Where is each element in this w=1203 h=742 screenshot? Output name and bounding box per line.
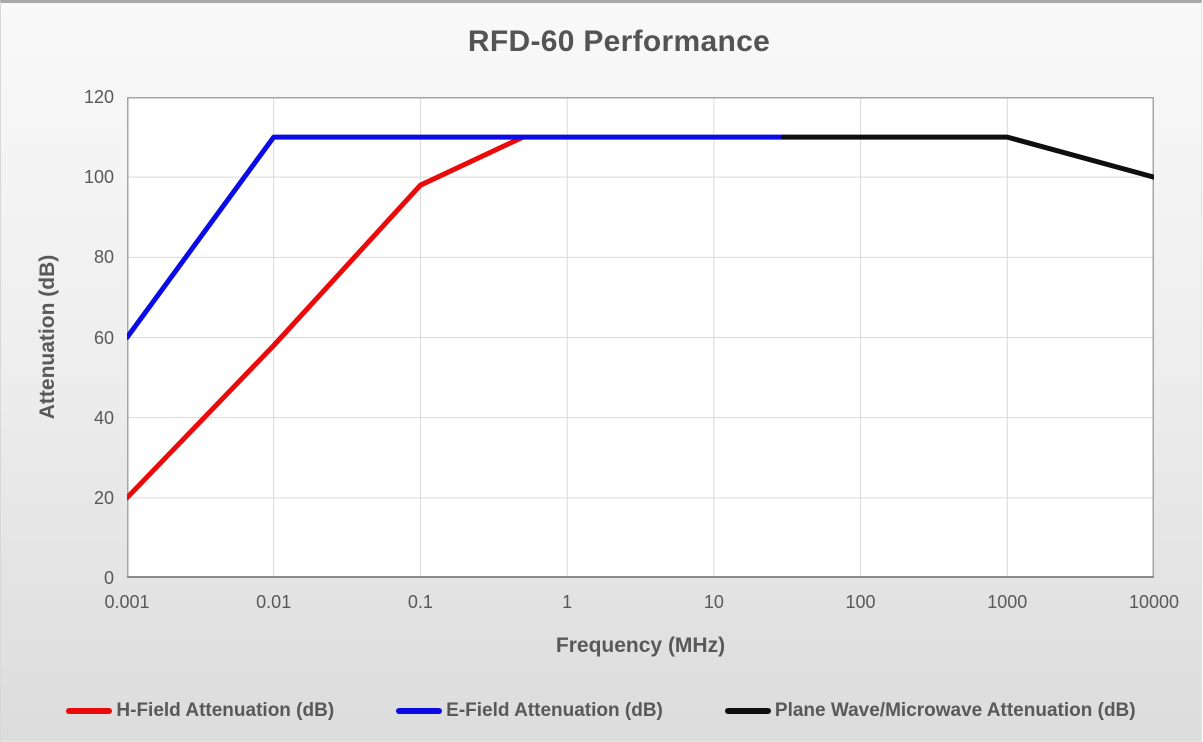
legend-item-plane-wave: Plane Wave/Microwave Attenuation (dB) — [724, 700, 1136, 722]
plane-wave-line-swatch-icon — [724, 708, 771, 714]
series-line-0 — [127, 134, 526, 501]
x-axis-title: Frequency (MHz) — [555, 634, 726, 657]
x-tick-label: 0.01 — [256, 592, 292, 612]
plot-area — [127, 97, 1154, 578]
e-field-line-swatch-icon — [396, 708, 443, 714]
y-tick-label: 120 — [83, 87, 114, 107]
x-tick-label: 0.1 — [407, 592, 433, 612]
legend-label: Plane Wave/Microwave Attenuation (dB) — [774, 700, 1136, 721]
y-tick-label: 0 — [103, 568, 114, 588]
y-tick-label: 60 — [93, 327, 114, 348]
x-tick-label: 0.001 — [104, 592, 150, 612]
x-tick-label: 10 — [703, 592, 724, 612]
chart-title: RFD-60 Performance — [467, 25, 771, 58]
y-tick-label: 80 — [93, 247, 114, 268]
legend-label: E-Field Attenuation (dB) — [446, 700, 663, 721]
series-line-1 — [127, 134, 787, 340]
legend-label: H-Field Attenuation (dB) — [116, 700, 335, 721]
legend-item-e-field: E-Field Attenuation (dB) — [396, 700, 663, 722]
plot-svg — [127, 97, 1154, 578]
y-axis-title: Attenuation (dB) — [36, 254, 59, 420]
x-tick-label: 100 — [845, 592, 876, 612]
x-tick-label: 1 — [562, 592, 573, 612]
chart-legend: H-Field Attenuation (dB) E-Field Attenua… — [1, 700, 1201, 722]
y-tick-label: 40 — [93, 407, 114, 428]
series-line-2 — [781, 134, 1154, 180]
h-field-line-swatch-icon — [66, 708, 113, 714]
x-tick-label: 10000 — [1128, 592, 1180, 612]
y-tick-label: 100 — [83, 167, 114, 188]
legend-item-h-field: H-Field Attenuation (dB) — [66, 700, 334, 722]
y-tick-label: 20 — [93, 487, 114, 508]
x-tick-label: 1000 — [987, 592, 1028, 612]
